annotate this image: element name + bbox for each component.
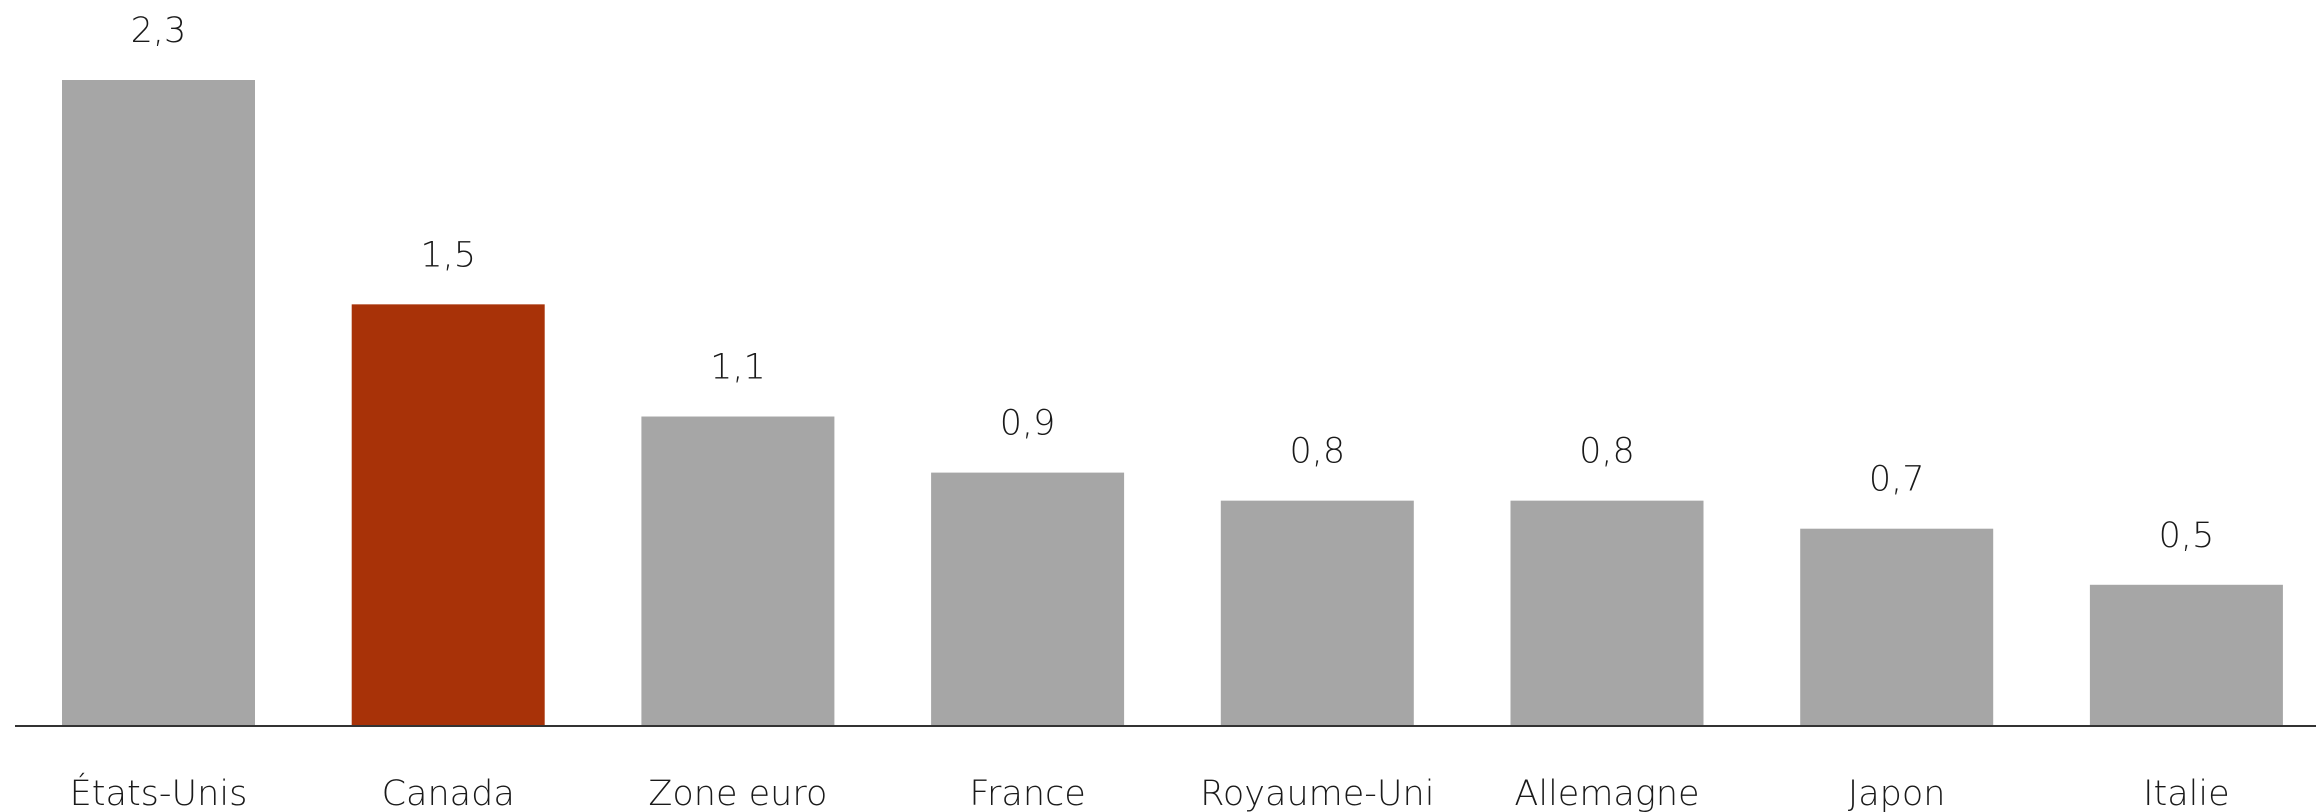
x-tick-label: France	[969, 774, 1085, 812]
x-tick-label: Canada	[382, 774, 515, 812]
x-tick-label: Zone euro	[648, 774, 827, 812]
bar	[641, 416, 835, 725]
value-label: 0,8	[1579, 432, 1635, 472]
x-tick-label: Italie	[2143, 774, 2229, 812]
x-tick-label: États-Unis	[70, 772, 248, 812]
bar	[1220, 500, 1414, 725]
bar	[2089, 584, 2283, 725]
value-label: 0,7	[1869, 460, 1925, 500]
value-label: 0,9	[1000, 404, 1056, 444]
x-tick-label: Allemagne	[1514, 774, 1699, 812]
x-tick-label: Royaume-Uni	[1200, 774, 1434, 812]
value-label: 0,8	[1289, 432, 1345, 472]
value-label: 1,5	[420, 235, 476, 275]
bar	[351, 304, 545, 725]
bar	[1510, 500, 1704, 725]
x-tick-label: Japon	[1848, 774, 1946, 812]
value-label: 2,3	[131, 11, 187, 51]
bar	[1800, 528, 1994, 725]
value-label: 0,5	[2159, 516, 2215, 556]
bar	[62, 80, 255, 725]
bar	[931, 472, 1125, 725]
value-label: 1,1	[710, 348, 766, 388]
